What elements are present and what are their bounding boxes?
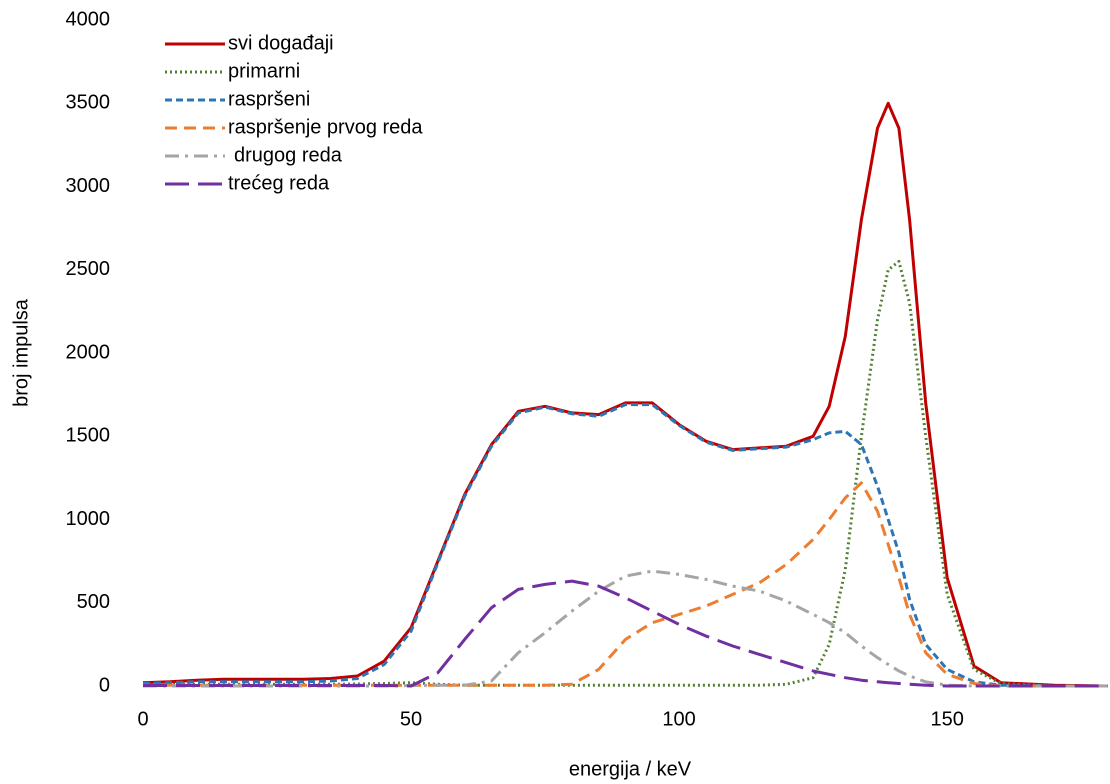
legend-label: svi događaji (228, 32, 334, 54)
x-tick-label: 50 (400, 708, 422, 730)
series-line (143, 579, 1108, 688)
y-tick-label: 2500 (66, 258, 111, 280)
legend-label: trećeg reda (228, 172, 330, 194)
series-line (143, 569, 1108, 688)
y-tick-label: 500 (77, 591, 110, 613)
legend-label: raspršenje prvog reda (228, 116, 423, 138)
legend-label: raspršeni (228, 88, 310, 110)
y-tick-label: 4000 (66, 8, 111, 30)
legend-label: primarni (228, 60, 300, 82)
x-axis-title: energija / keV (569, 758, 692, 780)
y-tick-label: 0 (99, 674, 110, 696)
series-line (143, 259, 1108, 688)
series-line (143, 481, 1108, 688)
x-tick-label: 0 (137, 708, 148, 730)
series-line (142, 101, 1109, 688)
y-tick-label: 1500 (66, 425, 111, 447)
x-tick-label: 150 (930, 708, 963, 730)
y-tick-label: 1000 (66, 508, 111, 530)
series-line (142, 403, 1108, 688)
y-tick-label: 3000 (66, 175, 111, 197)
y-tick-label: 3500 (66, 92, 111, 114)
legend-label: drugog reda (234, 144, 343, 166)
y-axis-title: broj impulsa (10, 298, 32, 407)
x-tick-label: 100 (662, 708, 695, 730)
y-tick-label: 2000 (66, 341, 111, 363)
